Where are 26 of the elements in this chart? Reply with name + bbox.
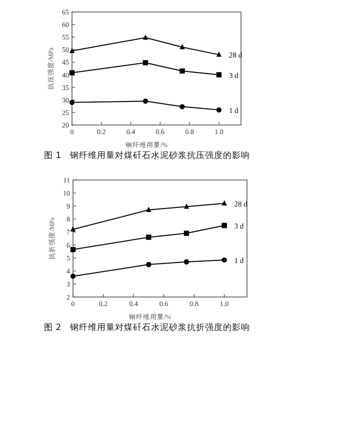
point — [216, 72, 222, 78]
text: 图 1 钢纤维用量对煤矸石水泥砂浆抗压强度的影响 — [44, 150, 250, 161]
point — [70, 226, 76, 232]
point — [146, 234, 152, 240]
text: 图 2 钢纤维用量对煤矸石水泥砂浆抗折强度的影响 — [44, 322, 250, 333]
point — [222, 257, 227, 263]
point — [142, 60, 148, 66]
point — [142, 98, 148, 104]
point — [69, 70, 75, 76]
point — [69, 100, 75, 105]
point — [180, 68, 185, 74]
point — [184, 230, 190, 236]
point — [146, 206, 152, 212]
point — [146, 262, 152, 268]
point — [216, 107, 222, 113]
point — [180, 44, 185, 50]
point — [70, 246, 76, 252]
point — [142, 34, 148, 40]
point — [69, 48, 75, 54]
point — [222, 222, 227, 228]
point — [70, 274, 76, 279]
point — [184, 204, 190, 209]
point — [216, 52, 222, 57]
point — [222, 200, 227, 206]
point — [180, 104, 185, 110]
point — [184, 259, 190, 264]
